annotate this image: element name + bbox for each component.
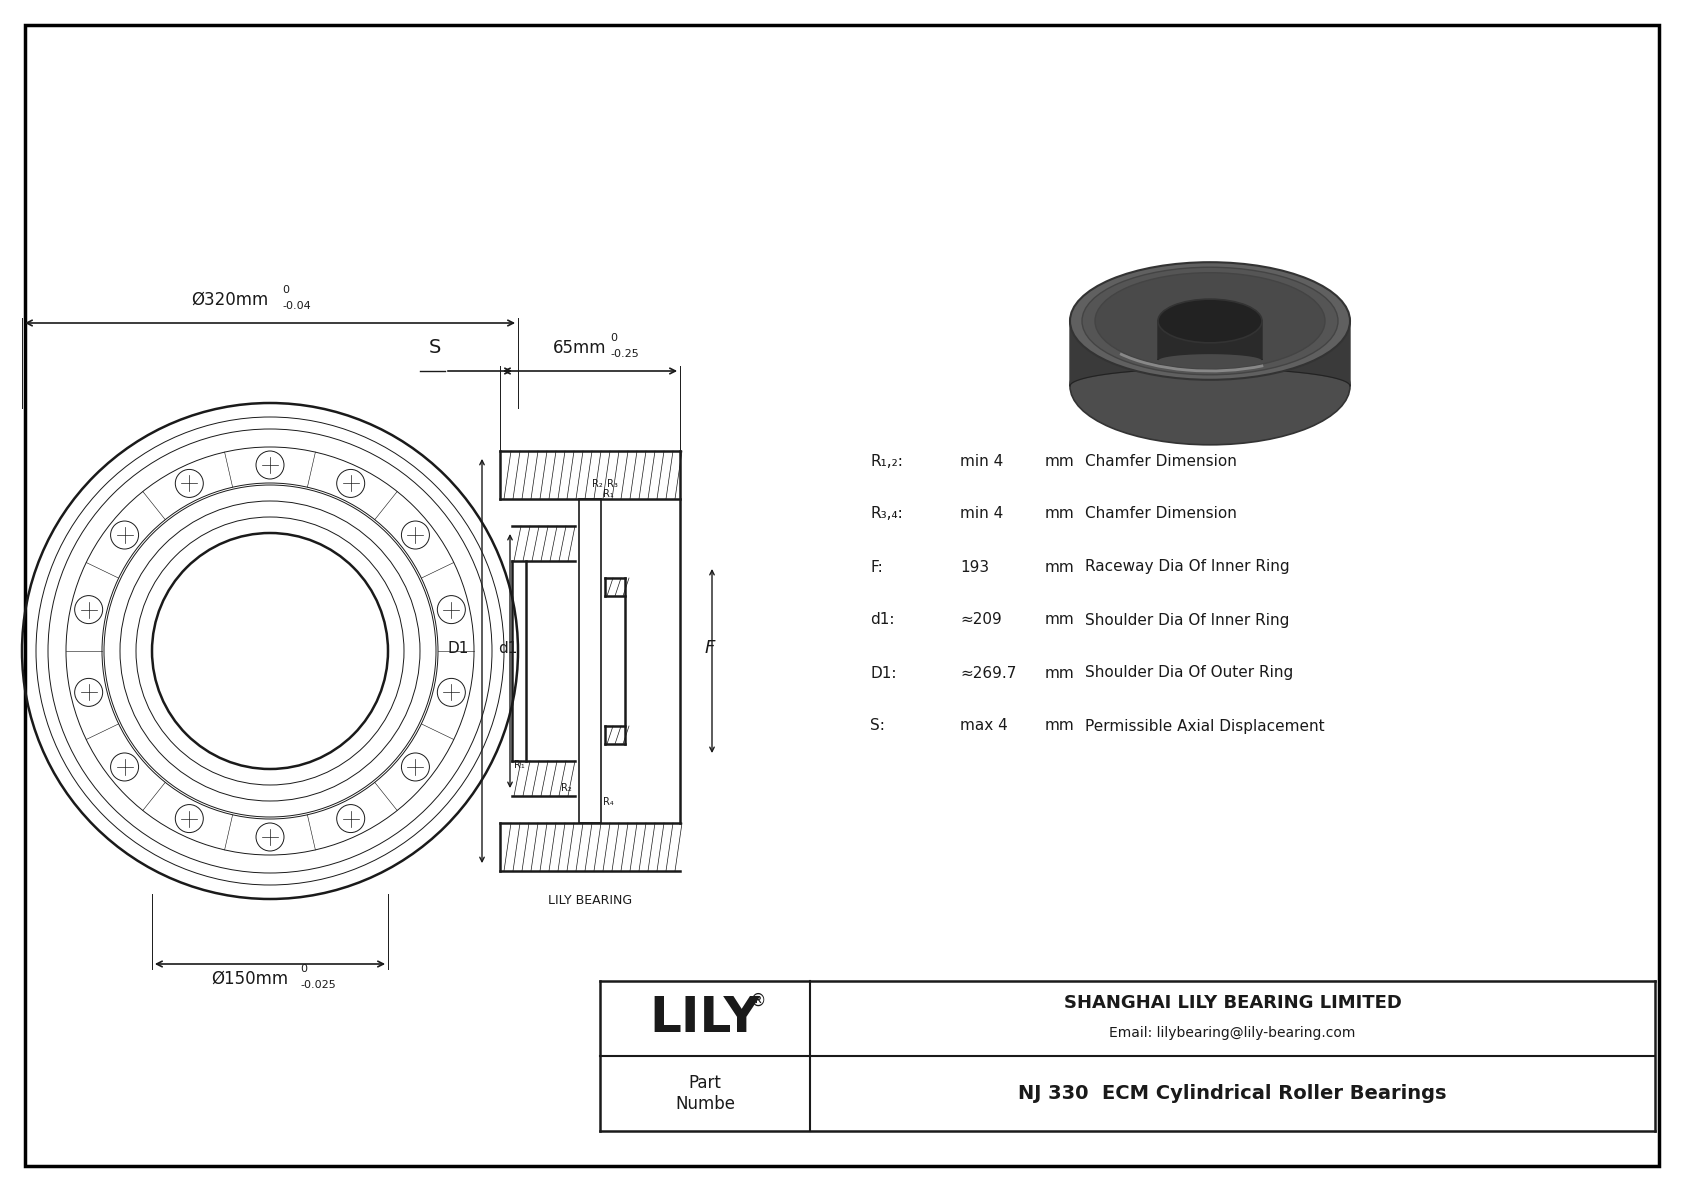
Text: 0: 0	[610, 333, 616, 343]
Text: 0: 0	[300, 964, 306, 974]
Text: F: F	[706, 640, 716, 657]
Ellipse shape	[1159, 299, 1261, 343]
Text: min 4: min 4	[960, 506, 1004, 522]
Ellipse shape	[1069, 262, 1351, 380]
Text: Email: lilybearing@lily-bearing.com: Email: lilybearing@lily-bearing.com	[1110, 1025, 1356, 1040]
Text: SHANGHAI LILY BEARING LIMITED: SHANGHAI LILY BEARING LIMITED	[1064, 993, 1401, 1011]
Text: Chamfer Dimension: Chamfer Dimension	[1084, 506, 1236, 522]
Text: ≈269.7: ≈269.7	[960, 666, 1017, 680]
Text: mm: mm	[1046, 454, 1074, 468]
Ellipse shape	[1069, 328, 1351, 444]
Polygon shape	[1159, 314, 1261, 360]
Text: R₃: R₃	[606, 479, 618, 490]
Text: -0.025: -0.025	[300, 980, 335, 990]
Text: 65mm: 65mm	[554, 339, 606, 357]
Text: LILY: LILY	[650, 994, 761, 1042]
Text: R₁: R₁	[514, 760, 525, 771]
Text: mm: mm	[1046, 560, 1074, 574]
Text: R₄: R₄	[603, 797, 613, 807]
Text: d1:: d1:	[871, 612, 894, 628]
Text: Part
Numbe: Part Numbe	[675, 1074, 734, 1112]
Text: mm: mm	[1046, 612, 1074, 628]
Text: mm: mm	[1046, 506, 1074, 522]
Bar	[579, 499, 601, 823]
Text: mm: mm	[1046, 666, 1074, 680]
Text: -0.25: -0.25	[610, 349, 638, 358]
Text: D1: D1	[448, 641, 468, 656]
Ellipse shape	[1095, 273, 1325, 369]
Text: R₂: R₂	[561, 782, 573, 793]
Text: Ø320mm: Ø320mm	[192, 291, 269, 308]
Text: 0: 0	[281, 285, 290, 295]
Text: mm: mm	[1046, 718, 1074, 734]
Text: Raceway Dia Of Inner Ring: Raceway Dia Of Inner Ring	[1084, 560, 1290, 574]
Text: ≈209: ≈209	[960, 612, 1002, 628]
Text: 193: 193	[960, 560, 989, 574]
Ellipse shape	[1083, 267, 1339, 375]
Text: Chamfer Dimension: Chamfer Dimension	[1084, 454, 1236, 468]
Text: max 4: max 4	[960, 718, 1007, 734]
Text: Shoulder Dia Of Inner Ring: Shoulder Dia Of Inner Ring	[1084, 612, 1290, 628]
Text: F:: F:	[871, 560, 882, 574]
Text: LILY BEARING: LILY BEARING	[547, 894, 632, 908]
Text: D1:: D1:	[871, 666, 896, 680]
Text: Ø150mm: Ø150mm	[212, 969, 288, 989]
Text: ®: ®	[749, 991, 766, 1010]
Text: min 4: min 4	[960, 454, 1004, 468]
Text: R₃,₄:: R₃,₄:	[871, 506, 903, 522]
Text: R₂: R₂	[593, 479, 603, 490]
Text: S:: S:	[871, 718, 884, 734]
Text: R₁,₂:: R₁,₂:	[871, 454, 903, 468]
Text: Permissible Axial Displacement: Permissible Axial Displacement	[1084, 718, 1325, 734]
Polygon shape	[1069, 304, 1351, 386]
Text: d1: d1	[498, 641, 517, 656]
Text: NJ 330  ECM Cylindrical Roller Bearings: NJ 330 ECM Cylindrical Roller Bearings	[1019, 1084, 1447, 1103]
Text: -0.04: -0.04	[281, 301, 312, 311]
Text: S: S	[429, 338, 441, 357]
Text: R₁: R₁	[603, 490, 613, 499]
Text: Shoulder Dia Of Outer Ring: Shoulder Dia Of Outer Ring	[1084, 666, 1293, 680]
